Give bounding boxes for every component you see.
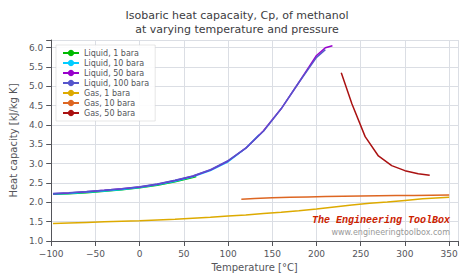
svg-text:Gas, 1 bara: Gas, 1 bara [84, 89, 130, 98]
svg-text:200: 200 [308, 249, 325, 259]
svg-text:Isobaric heat capacaity, Cp, o: Isobaric heat capacaity, Cp, of methanol [125, 9, 348, 22]
svg-text:−50: −50 [86, 249, 105, 259]
svg-text:300: 300 [396, 249, 413, 259]
svg-text:www.engineeringtoolbox.com: www.engineeringtoolbox.com [331, 228, 450, 237]
svg-text:Gas, 10 bara: Gas, 10 bara [84, 99, 135, 108]
svg-text:50: 50 [178, 249, 190, 259]
svg-text:The Engineering ToolBox: The Engineering ToolBox [312, 215, 451, 226]
svg-text:3.5: 3.5 [29, 139, 43, 149]
svg-text:250: 250 [352, 249, 369, 259]
svg-text:2.0: 2.0 [29, 197, 44, 207]
svg-text:Liquid, 1 bara: Liquid, 1 bara [84, 49, 139, 58]
svg-text:Liquid, 50 bara: Liquid, 50 bara [84, 69, 144, 78]
svg-text:0: 0 [137, 249, 143, 259]
svg-text:350: 350 [441, 249, 458, 259]
svg-text:6.0: 6.0 [29, 43, 44, 53]
svg-text:Gas, 50 bara: Gas, 50 bara [84, 109, 135, 118]
svg-text:Liquid, 100 bara: Liquid, 100 bara [84, 79, 149, 88]
svg-text:1.0: 1.0 [29, 236, 44, 246]
svg-text:2.5: 2.5 [29, 178, 43, 188]
svg-text:−100: −100 [39, 249, 64, 259]
svg-text:1.5: 1.5 [29, 217, 43, 227]
svg-text:3.0: 3.0 [29, 159, 44, 169]
svg-text:5.5: 5.5 [29, 62, 43, 72]
svg-text:at varying temperature and pre: at varying temperature and pressure [135, 23, 339, 36]
svg-text:5.0: 5.0 [29, 81, 44, 91]
svg-text:Heat capacity [kJ/kg K]: Heat capacity [kJ/kg K] [8, 83, 19, 197]
svg-text:Temperature [°C]: Temperature [°C] [210, 262, 297, 273]
svg-text:Liquid, 10 bara: Liquid, 10 bara [84, 59, 144, 68]
svg-text:4.5: 4.5 [29, 101, 43, 111]
svg-text:4.0: 4.0 [29, 120, 44, 130]
svg-text:100: 100 [219, 249, 236, 259]
svg-text:150: 150 [264, 249, 281, 259]
